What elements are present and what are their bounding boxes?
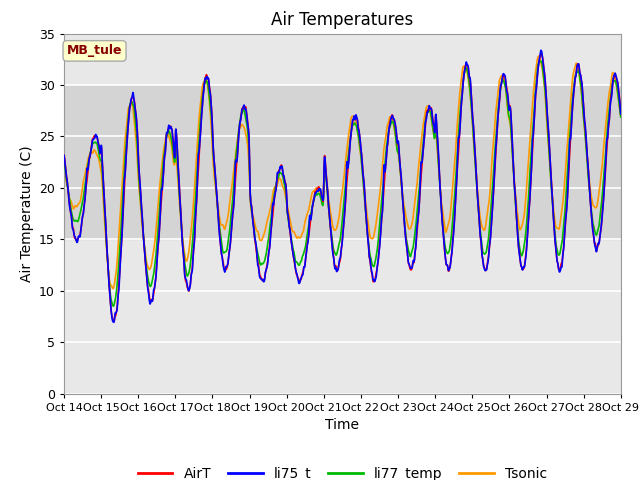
AirT: [617, 109, 625, 115]
li75_t: [371, 278, 379, 284]
Tsonic: [60, 171, 68, 177]
AirT: [60, 153, 68, 158]
li77_temp: [60, 160, 68, 166]
li77_temp: [568, 102, 576, 108]
li77_temp: [371, 261, 379, 266]
Line: Tsonic: Tsonic: [64, 56, 621, 288]
Tsonic: [504, 113, 512, 119]
Text: MB_tule: MB_tule: [67, 44, 122, 58]
Tsonic: [371, 228, 379, 234]
AirT: [110, 319, 118, 325]
Bar: [64, 85, 621, 240]
Tsonic: [535, 53, 543, 59]
li75_t: [359, 167, 367, 173]
li77_temp: [584, 165, 591, 170]
li75_t: [584, 156, 591, 162]
li77_temp: [359, 173, 367, 179]
X-axis label: Time: Time: [325, 418, 360, 432]
li75_t: [110, 320, 118, 325]
Line: AirT: AirT: [64, 53, 621, 322]
AirT: [568, 111, 576, 117]
li77_temp: [504, 110, 512, 116]
li75_t: [568, 111, 576, 117]
li75_t: [504, 99, 512, 105]
Line: li75_t: li75_t: [64, 50, 621, 323]
Tsonic: [216, 214, 223, 220]
li75_t: [60, 153, 68, 158]
Tsonic: [584, 157, 591, 163]
Title: Air Temperatures: Air Temperatures: [271, 11, 413, 29]
AirT: [216, 230, 223, 236]
AirT: [504, 100, 512, 106]
li77_temp: [216, 224, 223, 230]
li75_t: [617, 111, 625, 117]
Tsonic: [359, 170, 367, 176]
li75_t: [537, 48, 545, 53]
Legend: AirT, li75_t, li77_temp, Tsonic: AirT, li75_t, li77_temp, Tsonic: [132, 462, 553, 480]
Tsonic: [568, 81, 576, 87]
li77_temp: [109, 303, 117, 309]
Line: li77_temp: li77_temp: [64, 61, 621, 306]
li77_temp: [536, 59, 543, 64]
AirT: [584, 157, 591, 163]
li75_t: [216, 232, 223, 238]
Tsonic: [617, 113, 625, 119]
AirT: [371, 277, 379, 283]
AirT: [537, 50, 545, 56]
Tsonic: [109, 286, 117, 291]
Y-axis label: Air Temperature (C): Air Temperature (C): [20, 145, 33, 282]
AirT: [359, 165, 367, 171]
li77_temp: [617, 114, 625, 120]
